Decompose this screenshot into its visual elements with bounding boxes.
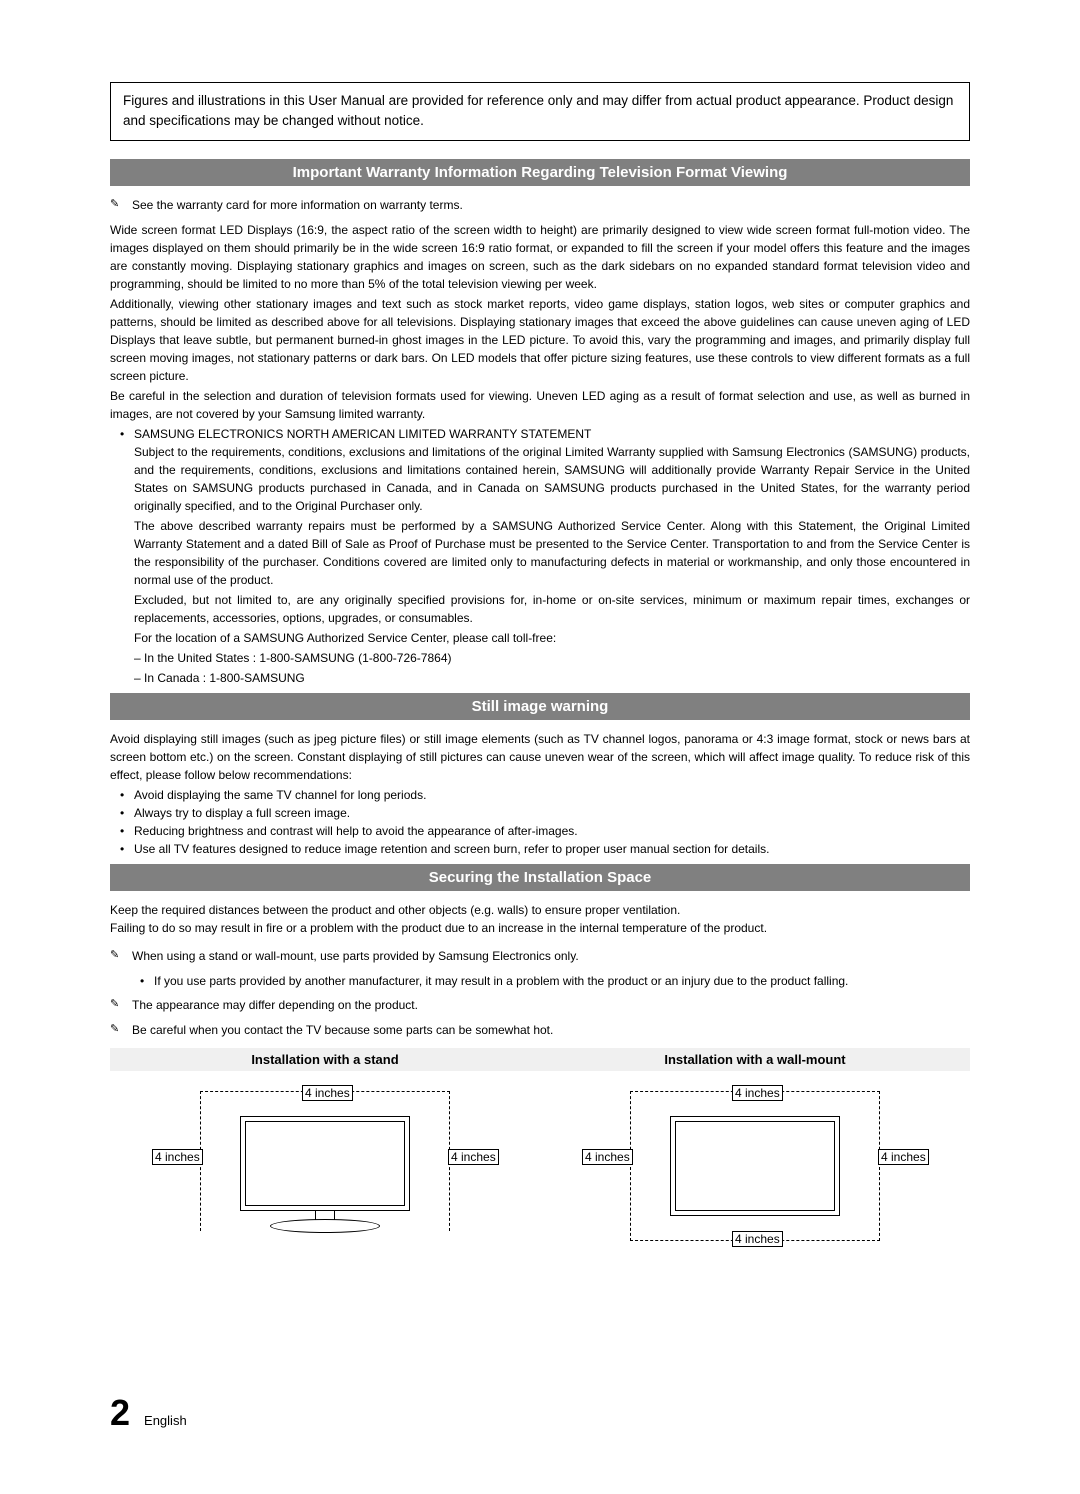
warranty-ind1: Subject to the requirements, conditions,… bbox=[134, 443, 970, 515]
dim-right: 4 inches bbox=[878, 1149, 929, 1165]
note-appearance: ✎ The appearance may differ depending on… bbox=[110, 996, 970, 1015]
diagram-stand: 4 inches 4 inches 4 inches bbox=[110, 1081, 540, 1261]
note-icon: ✎ bbox=[110, 1021, 126, 1040]
still-bullet-2: Reducing brightness and contrast will he… bbox=[110, 822, 970, 840]
dim-bottom: 4 inches bbox=[732, 1231, 783, 1247]
para-stationary: Additionally, viewing other stationary i… bbox=[110, 295, 970, 385]
warranty-ind2: The above described warranty repairs mus… bbox=[134, 517, 970, 589]
still-bullet-list: Avoid displaying the same TV channel for… bbox=[110, 786, 970, 858]
warranty-ind5: – In the United States : 1-800-SAMSUNG (… bbox=[134, 649, 970, 667]
note-icon: ✎ bbox=[110, 996, 126, 1015]
page-number: 2 bbox=[110, 1392, 130, 1434]
section-banner-still: Still image warning bbox=[110, 693, 970, 720]
install-p1: Keep the required distances between the … bbox=[110, 901, 970, 919]
note-warranty-card: ✎ See the warranty card for more informa… bbox=[110, 196, 970, 215]
note-icon: ✎ bbox=[110, 947, 126, 966]
note-text: The appearance may differ depending on t… bbox=[132, 996, 418, 1015]
section-banner-warranty: Important Warranty Information Regarding… bbox=[110, 159, 970, 186]
para-wideformat: Wide screen format LED Displays (16:9, t… bbox=[110, 221, 970, 293]
diagram-wall: 4 inches 4 inches 4 inches 4 inches bbox=[540, 1081, 970, 1261]
install-header-stand: Installation with a stand bbox=[110, 1048, 540, 1071]
dim-left: 4 inches bbox=[582, 1149, 633, 1165]
install-p2: Failing to do so may result in fire or a… bbox=[110, 919, 970, 937]
note-hot: ✎ Be careful when you contact the TV bec… bbox=[110, 1021, 970, 1040]
still-bullet-0: Avoid displaying the same TV channel for… bbox=[110, 786, 970, 804]
still-bullet-1: Always try to display a full screen imag… bbox=[110, 804, 970, 822]
install-col-stand: Installation with a stand 4 inches 4 inc… bbox=[110, 1048, 540, 1261]
dim-top: 4 inches bbox=[302, 1085, 353, 1101]
install-col-wall: Installation with a wall-mount 4 inches … bbox=[540, 1048, 970, 1261]
section-banner-install: Securing the Installation Space bbox=[110, 864, 970, 891]
para-careful: Be careful in the selection and duration… bbox=[110, 387, 970, 423]
dim-top: 4 inches bbox=[732, 1085, 783, 1101]
note-text: Be careful when you contact the TV becau… bbox=[132, 1021, 553, 1040]
install-diagram-row: Installation with a stand 4 inches 4 inc… bbox=[110, 1048, 970, 1261]
notice-box: Figures and illustrations in this User M… bbox=[110, 82, 970, 141]
dim-left: 4 inches bbox=[152, 1149, 203, 1165]
note-text: When using a stand or wall-mount, use pa… bbox=[132, 947, 579, 966]
sub-bullet-parts: If you use parts provided by another man… bbox=[110, 972, 970, 990]
note-icon: ✎ bbox=[110, 196, 126, 215]
warranty-statement-title: SAMSUNG ELECTRONICS NORTH AMERICAN LIMIT… bbox=[110, 425, 970, 443]
warranty-ind4: For the location of a SAMSUNG Authorized… bbox=[134, 629, 970, 647]
dim-right: 4 inches bbox=[448, 1149, 499, 1165]
install-header-wall: Installation with a wall-mount bbox=[540, 1048, 970, 1071]
page-footer: 2 English bbox=[110, 1392, 187, 1434]
warranty-ind3: Excluded, but not limited to, are any or… bbox=[134, 591, 970, 627]
warranty-ind6: – In Canada : 1-800-SAMSUNG bbox=[134, 669, 970, 687]
still-bullet-3: Use all TV features designed to reduce i… bbox=[110, 840, 970, 858]
page-language: English bbox=[144, 1413, 187, 1428]
still-intro: Avoid displaying still images (such as j… bbox=[110, 730, 970, 784]
note-stand: ✎ When using a stand or wall-mount, use … bbox=[110, 947, 970, 966]
note-text: See the warranty card for more informati… bbox=[132, 196, 463, 215]
